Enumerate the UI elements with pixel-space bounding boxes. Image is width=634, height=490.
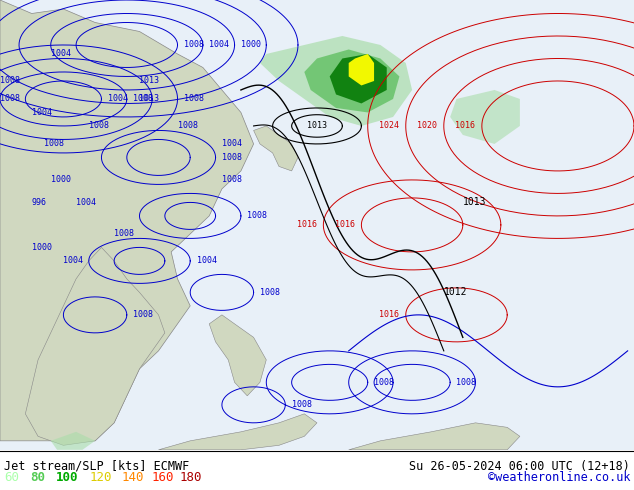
Text: 100: 100 xyxy=(56,471,79,485)
Polygon shape xyxy=(254,126,298,171)
Text: 160: 160 xyxy=(152,471,174,485)
Text: 180: 180 xyxy=(180,471,202,485)
Text: 1008: 1008 xyxy=(89,122,109,130)
Text: 1016: 1016 xyxy=(297,220,317,229)
Text: 1008: 1008 xyxy=(222,153,242,162)
Text: 1008: 1008 xyxy=(114,229,134,239)
Polygon shape xyxy=(349,54,374,85)
Text: Su 26-05-2024 06:00 UTC (12+18): Su 26-05-2024 06:00 UTC (12+18) xyxy=(409,460,630,473)
Text: 1008: 1008 xyxy=(260,288,280,297)
Text: 1024: 1024 xyxy=(379,122,399,130)
Polygon shape xyxy=(0,0,254,441)
Text: 1008: 1008 xyxy=(0,95,20,103)
Polygon shape xyxy=(260,36,412,126)
Text: 1008: 1008 xyxy=(44,140,65,148)
Text: 1020: 1020 xyxy=(417,122,437,130)
Text: 1008: 1008 xyxy=(184,41,204,49)
Text: ©weatheronline.co.uk: ©weatheronline.co.uk xyxy=(488,471,630,485)
Text: 1013: 1013 xyxy=(463,197,486,207)
Text: 1000: 1000 xyxy=(32,243,52,252)
Text: 1004: 1004 xyxy=(209,41,230,49)
Text: 1013: 1013 xyxy=(139,95,160,103)
Polygon shape xyxy=(25,247,165,445)
Text: 60: 60 xyxy=(4,471,19,485)
Text: 1004: 1004 xyxy=(197,256,217,266)
Text: 1008: 1008 xyxy=(178,122,198,130)
Polygon shape xyxy=(158,414,317,450)
Text: 1004: 1004 xyxy=(76,198,96,207)
Text: 1004: 1004 xyxy=(108,95,128,103)
Text: 1004: 1004 xyxy=(51,49,71,58)
Text: 120: 120 xyxy=(90,471,112,485)
Polygon shape xyxy=(51,432,95,450)
Polygon shape xyxy=(450,90,520,144)
Text: Jet stream/SLP [kts] ECMWF: Jet stream/SLP [kts] ECMWF xyxy=(4,460,190,473)
Polygon shape xyxy=(330,54,387,103)
Text: 1004: 1004 xyxy=(63,256,84,266)
Text: 1008: 1008 xyxy=(133,95,153,103)
Text: 1000: 1000 xyxy=(241,41,261,49)
Text: 1008: 1008 xyxy=(292,400,312,409)
Text: 1016: 1016 xyxy=(455,122,476,130)
Text: 1013: 1013 xyxy=(307,122,327,130)
Text: 1004: 1004 xyxy=(32,108,52,117)
Text: 1012: 1012 xyxy=(444,287,467,297)
Text: 1013: 1013 xyxy=(139,76,160,85)
Text: 1008: 1008 xyxy=(184,95,204,103)
Text: 1016: 1016 xyxy=(335,220,355,229)
Polygon shape xyxy=(209,315,266,396)
Text: 140: 140 xyxy=(122,471,145,485)
Text: 1008: 1008 xyxy=(222,175,242,184)
Text: 1008: 1008 xyxy=(0,76,20,85)
Text: 1008: 1008 xyxy=(247,211,268,220)
Text: 1016: 1016 xyxy=(379,310,399,319)
Text: 996: 996 xyxy=(32,198,47,207)
Text: 80: 80 xyxy=(30,471,45,485)
Polygon shape xyxy=(304,49,399,113)
Polygon shape xyxy=(349,423,520,450)
Text: 1008: 1008 xyxy=(133,310,153,319)
Text: 1008: 1008 xyxy=(374,378,394,387)
Text: 1008: 1008 xyxy=(456,378,477,387)
Text: 1004: 1004 xyxy=(222,140,242,148)
Text: 1000: 1000 xyxy=(51,175,71,184)
